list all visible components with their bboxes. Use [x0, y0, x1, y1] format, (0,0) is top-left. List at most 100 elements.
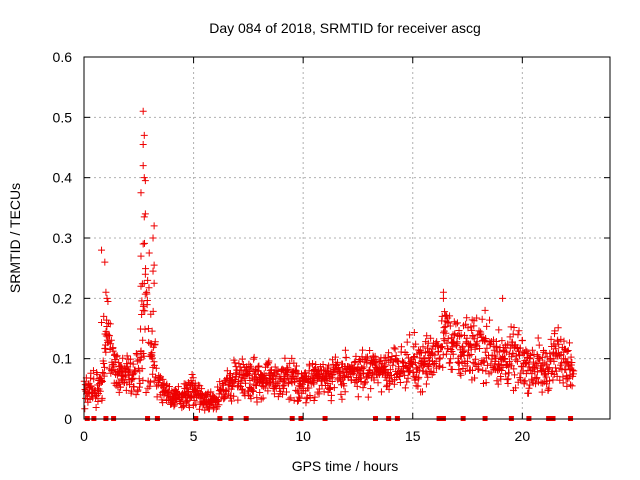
data-point-marker [547, 357, 555, 365]
data-point-marker [503, 376, 511, 384]
x-tick-label: 0 [80, 428, 88, 444]
data-point-marker [391, 345, 399, 353]
data-point-marker [442, 350, 450, 358]
data-point-marker [138, 365, 146, 373]
data-point-marker [215, 401, 223, 409]
data-point-marker [198, 385, 206, 393]
data-point-marker [311, 393, 319, 401]
data-point-marker [293, 362, 301, 370]
data-point-marker [142, 388, 150, 396]
data-point-marker [389, 361, 397, 369]
data-point-marker [364, 353, 372, 361]
data-point-marker [140, 239, 148, 247]
data-point-marker [436, 354, 444, 362]
data-point-marker [109, 347, 117, 355]
data-point-marker [195, 405, 203, 413]
data-point-marker [435, 347, 443, 355]
data-point-marker [140, 352, 148, 360]
data-point-marker [363, 373, 371, 381]
data-point-marker [179, 402, 187, 410]
data-point-marker [147, 378, 155, 386]
data-point-marker [396, 379, 404, 387]
data-point-marker [359, 346, 367, 354]
data-point-marker [475, 365, 483, 373]
data-point-marker [552, 367, 560, 375]
data-point-marker [482, 335, 490, 343]
data-point-marker [444, 345, 452, 353]
data-point-marker [189, 374, 197, 382]
data-point-marker [106, 320, 114, 328]
data-point-marker [226, 370, 234, 378]
data-point-marker [411, 359, 419, 367]
data-point-marker [457, 352, 465, 360]
data-point-marker [452, 341, 460, 349]
data-point-marker [558, 359, 566, 367]
data-point-marker [231, 359, 239, 367]
data-point-marker [471, 374, 479, 382]
data-point-marker [479, 358, 487, 366]
data-point-marker [94, 398, 102, 406]
grid-lines [84, 57, 610, 419]
data-point-marker [410, 329, 418, 337]
data-point-marker [116, 380, 124, 388]
data-point-marker [314, 388, 322, 396]
data-point-marker [134, 386, 142, 394]
data-point-marker [93, 370, 101, 378]
data-point-marker [145, 249, 153, 257]
data-point-marker [552, 345, 560, 353]
data-point-marker [113, 353, 121, 361]
data-point-marker [137, 252, 145, 260]
data-point-marker [228, 397, 236, 405]
data-point-marker [441, 308, 449, 316]
data-point-marker [462, 320, 470, 328]
data-point-marker [546, 377, 554, 385]
data-point-marker [568, 382, 576, 390]
data-point-marker [279, 377, 287, 385]
data-point-marker [430, 368, 438, 376]
data-point-marker [96, 387, 104, 395]
data-point-marker [137, 189, 145, 197]
data-point-marker [165, 383, 173, 391]
data-point-marker [129, 374, 137, 382]
data-point-marker [350, 359, 358, 367]
data-point-marker [301, 369, 309, 377]
data-point-marker [494, 380, 502, 388]
data-point-marker [482, 379, 490, 387]
data-point-marker [98, 318, 106, 326]
data-point-marker [549, 376, 557, 384]
data-point-marker [550, 357, 558, 365]
data-point-marker [135, 375, 143, 383]
data-point-marker [467, 343, 475, 351]
data-point-marker [227, 392, 235, 400]
data-point-marker [479, 366, 487, 374]
data-point-marker [144, 276, 152, 284]
data-point-marker [150, 279, 158, 287]
data-point-marker [507, 323, 515, 331]
data-point-marker [474, 360, 482, 368]
data-point-marker [459, 342, 467, 350]
data-point-marker [467, 350, 475, 358]
data-point-marker [554, 324, 562, 332]
data-point-marker [446, 322, 454, 330]
data-point-marker [473, 338, 481, 346]
data-point-marker [306, 394, 314, 402]
data-point-marker [151, 338, 159, 346]
data-point-marker [310, 380, 318, 388]
data-point-marker [150, 261, 158, 269]
data-point-marker [81, 405, 89, 413]
data-point-marker [249, 387, 257, 395]
data-point-marker [247, 395, 255, 403]
data-point-marker [397, 343, 405, 351]
data-point-marker [486, 316, 494, 324]
data-point-marker [330, 384, 338, 392]
data-point-marker [282, 370, 290, 378]
y-tick-label: 0.4 [53, 170, 73, 186]
data-point-marker [436, 362, 444, 370]
data-point-marker [434, 348, 442, 356]
data-point-marker [567, 381, 575, 389]
y-axis-label: SRMTID / TECUs [7, 183, 23, 293]
data-point-marker [460, 348, 468, 356]
data-point-marker [253, 398, 261, 406]
data-point-marker [512, 356, 520, 364]
